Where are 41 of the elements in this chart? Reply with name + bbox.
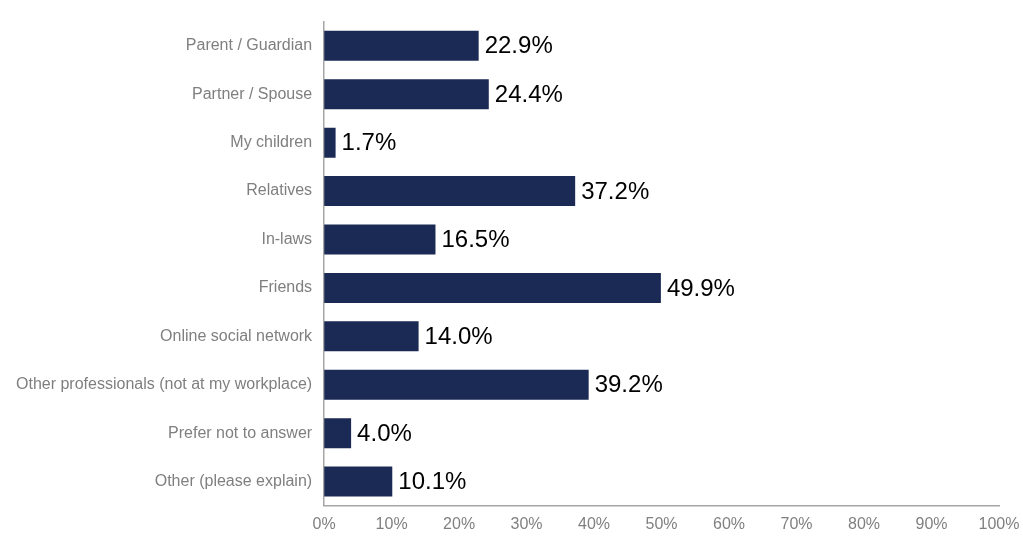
y-tick-label: Other (please explain) bbox=[154, 472, 313, 489]
x-tick-label: 80% bbox=[848, 514, 881, 532]
y-tick-label: Other professionals (not at my workplace) bbox=[15, 375, 313, 393]
y-tick-label: Prefer not to answer bbox=[168, 423, 313, 441]
bar bbox=[324, 127, 336, 158]
bar bbox=[324, 321, 419, 352]
y-tick-label: Online social network bbox=[160, 326, 314, 344]
x-tick-label: 40% bbox=[578, 514, 611, 532]
y-tick-label: Friends bbox=[258, 278, 313, 296]
data-label: 39.2% bbox=[594, 370, 663, 398]
y-tick-label: Partner / Spouse bbox=[192, 84, 313, 102]
x-tick-label: 50% bbox=[645, 514, 678, 532]
data-label: 37.2% bbox=[581, 176, 650, 204]
x-tick-label: 60% bbox=[713, 514, 746, 532]
data-label: 49.9% bbox=[666, 273, 735, 301]
data-label: 1.7% bbox=[341, 128, 397, 156]
x-tick-label: 70% bbox=[780, 514, 813, 532]
x-tick-label: 0% bbox=[312, 514, 336, 532]
data-label: 4.0% bbox=[357, 418, 412, 446]
bar bbox=[324, 466, 393, 497]
x-tick-label: 10% bbox=[375, 514, 408, 532]
bar bbox=[324, 30, 479, 61]
bar bbox=[324, 79, 489, 110]
y-tick-label: My children bbox=[230, 133, 313, 151]
bar bbox=[324, 369, 589, 400]
bar bbox=[324, 418, 352, 449]
y-tick-label: Parent / Guardian bbox=[185, 36, 313, 54]
data-label: 14.0% bbox=[424, 321, 493, 349]
x-tick-label: 90% bbox=[915, 514, 948, 532]
x-tick-label: 30% bbox=[510, 514, 543, 532]
x-tick-label: 100% bbox=[978, 514, 1020, 532]
data-label: 16.5% bbox=[441, 225, 510, 253]
bar bbox=[324, 272, 661, 303]
data-label: 10.1% bbox=[398, 467, 467, 495]
data-label: 24.4% bbox=[494, 79, 563, 107]
data-label: 22.9% bbox=[484, 31, 553, 59]
x-tick-label: 20% bbox=[443, 514, 476, 532]
bar bbox=[324, 176, 576, 207]
bar bbox=[324, 224, 436, 255]
y-tick-label: In-laws bbox=[261, 229, 313, 247]
y-tick-label: Relatives bbox=[246, 181, 313, 199]
